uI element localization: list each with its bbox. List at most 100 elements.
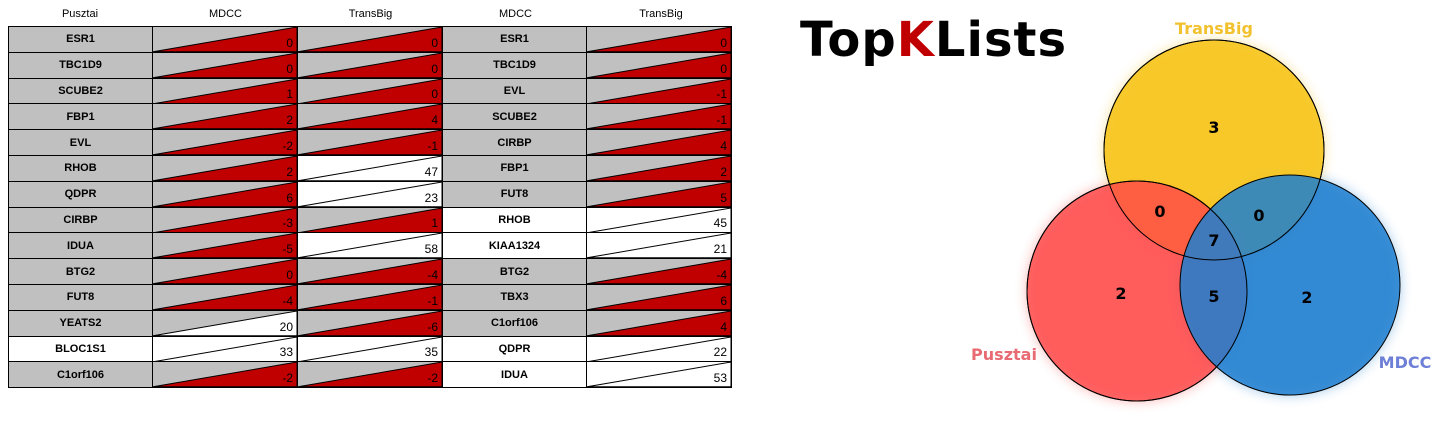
rank-value: -1 xyxy=(716,87,727,102)
mdcc-rank-cell: 0 xyxy=(152,26,298,53)
pusztai-gene-name: TBC1D9 xyxy=(8,51,153,79)
rank-value: 2 xyxy=(286,113,293,128)
mdcc-rank-cell: 20 xyxy=(152,309,298,337)
rank-value: 4 xyxy=(720,319,727,334)
mdcc-rank-cell: -4 xyxy=(152,283,298,311)
rank-value: 58 xyxy=(424,242,438,257)
transbig-right-rank-cell: 4 xyxy=(586,129,732,156)
transbig-rank-cell: 47 xyxy=(297,154,443,182)
transbig-right-rank-cell: 45 xyxy=(586,206,732,234)
mdcc-gene-name: TBX3 xyxy=(442,283,587,311)
rank-value: -3 xyxy=(282,216,293,231)
rank-value: 35 xyxy=(424,345,438,360)
rank-value: 0 xyxy=(431,87,438,102)
venn-count-transbig-only: 3 xyxy=(1208,118,1219,137)
rank-value: -5 xyxy=(282,242,293,257)
pusztai-gene-name: ESR1 xyxy=(8,26,153,53)
rank-value: 23 xyxy=(424,190,438,205)
table-row: C1orf106 -2 -2 IDUA 53 xyxy=(8,361,732,389)
table-row: FUT8 -4 -1 TBX3 6 xyxy=(8,283,732,311)
rank-value: 2 xyxy=(720,164,727,179)
mdcc-gene-name: SCUBE2 xyxy=(442,103,587,131)
venn-count-mdcc-only: 2 xyxy=(1301,288,1312,307)
transbig-rank-cell: -6 xyxy=(297,309,443,337)
rank-value: 1 xyxy=(286,87,293,102)
transbig-rank-cell: -1 xyxy=(297,129,443,156)
mdcc-gene-name: FBP1 xyxy=(442,154,587,182)
venn-label-mdcc: MDCC xyxy=(1379,353,1432,372)
table-row: BTG2 0 -4 BTG2 -4 xyxy=(8,258,732,285)
rank-value: 1 xyxy=(431,216,438,231)
pusztai-gene-name: SCUBE2 xyxy=(8,77,153,105)
transbig-right-rank-cell: -1 xyxy=(586,103,732,131)
table-row: YEATS2 20 -6 C1orf106 4 xyxy=(8,309,732,337)
rank-value: 6 xyxy=(720,293,727,308)
rank-value: -6 xyxy=(427,319,438,334)
transbig-right-rank-cell: 5 xyxy=(586,180,732,208)
rank-value: -2 xyxy=(427,371,438,386)
transbig-right-rank-cell: -4 xyxy=(586,258,732,285)
venn-label-pusztai: Pusztai xyxy=(971,345,1037,364)
transbig-rank-cell: 0 xyxy=(297,26,443,53)
mdcc-rank-cell: -2 xyxy=(152,361,298,389)
mdcc-gene-name: QDPR xyxy=(442,335,587,363)
rank-value: 0 xyxy=(286,61,293,76)
table-row: BLOC1S1 33 35 QDPR 22 xyxy=(8,335,732,363)
rank-value: -4 xyxy=(427,267,438,282)
venn-label-transbig: TransBig xyxy=(1175,19,1253,38)
table-row: SCUBE2 1 0 EVL -1 xyxy=(8,77,732,105)
rank-value: 0 xyxy=(431,35,438,50)
transbig-rank-cell: -1 xyxy=(297,283,443,311)
mdcc-rank-cell: -2 xyxy=(152,129,298,156)
column-header-mdcc: MDCC xyxy=(209,8,242,20)
venn-diagram: TransBig Pusztai MDCC 3 2 2 0 0 7 5 xyxy=(971,19,1432,402)
mdcc-rank-cell: 6 xyxy=(152,180,298,208)
venn-count-pusztai-mdcc: 5 xyxy=(1208,287,1219,306)
venn-count-all: 7 xyxy=(1208,231,1219,250)
pusztai-gene-name: QDPR xyxy=(8,180,153,208)
transbig-right-rank-cell: 0 xyxy=(586,26,732,53)
rank-value: -1 xyxy=(427,293,438,308)
mdcc-rank-cell: 0 xyxy=(152,51,298,79)
mdcc-gene-name: C1orf106 xyxy=(442,309,587,337)
table-row: EVL -2 -1 CIRBP 4 xyxy=(8,129,732,156)
venn-count-transbig-mdcc: 0 xyxy=(1253,206,1264,225)
rank-value: -1 xyxy=(427,138,438,153)
pusztai-gene-name: CIRBP xyxy=(8,206,153,234)
table-row: CIRBP -3 1 RHOB 45 xyxy=(8,206,732,234)
venn-count-pusztai-only: 2 xyxy=(1115,284,1126,303)
transbig-right-rank-cell: 4 xyxy=(586,309,732,337)
transbig-rank-cell: 0 xyxy=(297,77,443,105)
rank-value: -2 xyxy=(282,371,293,386)
table-row: FBP1 2 4 SCUBE2 -1 xyxy=(8,103,732,131)
rank-value: -4 xyxy=(716,267,727,282)
mdcc-rank-cell: 33 xyxy=(152,335,298,363)
mdcc-rank-cell: 1 xyxy=(152,77,298,105)
rank-value: 0 xyxy=(286,267,293,282)
table-row: TBC1D9 0 0 TBC1D9 0 xyxy=(8,51,732,79)
rank-value: 4 xyxy=(720,138,727,153)
column-header-transbig: TransBig xyxy=(348,8,393,20)
transbig-rank-cell: 35 xyxy=(297,335,443,363)
rank-value: 33 xyxy=(279,345,293,360)
mdcc-gene-name: ESR1 xyxy=(442,26,587,53)
rank-value: 47 xyxy=(424,164,438,179)
pusztai-gene-name: FBP1 xyxy=(8,103,153,131)
transbig-right-rank-cell: 6 xyxy=(586,283,732,311)
mdcc-rank-cell: 2 xyxy=(152,103,298,131)
transbig-rank-cell: -4 xyxy=(297,258,443,285)
table-row: QDPR 6 23 FUT8 5 xyxy=(8,180,732,208)
rank-value: 0 xyxy=(286,35,293,50)
rank-value: 0 xyxy=(720,35,727,50)
rank-value: 20 xyxy=(279,319,293,334)
pusztai-gene-name: FUT8 xyxy=(8,283,153,311)
pusztai-gene-name: YEATS2 xyxy=(8,309,153,337)
rank-value: 0 xyxy=(431,61,438,76)
table-row: ESR1 0 0 ESR1 0 xyxy=(8,26,732,53)
rank-value: 21 xyxy=(713,242,727,257)
pusztai-gene-name: C1orf106 xyxy=(8,361,153,389)
rank-value: 4 xyxy=(431,113,438,128)
table-row: IDUA -5 58 KIAA1324 21 xyxy=(8,232,732,260)
mdcc-gene-name: EVL xyxy=(442,77,587,105)
venn-circle-mdcc xyxy=(1179,174,1401,396)
